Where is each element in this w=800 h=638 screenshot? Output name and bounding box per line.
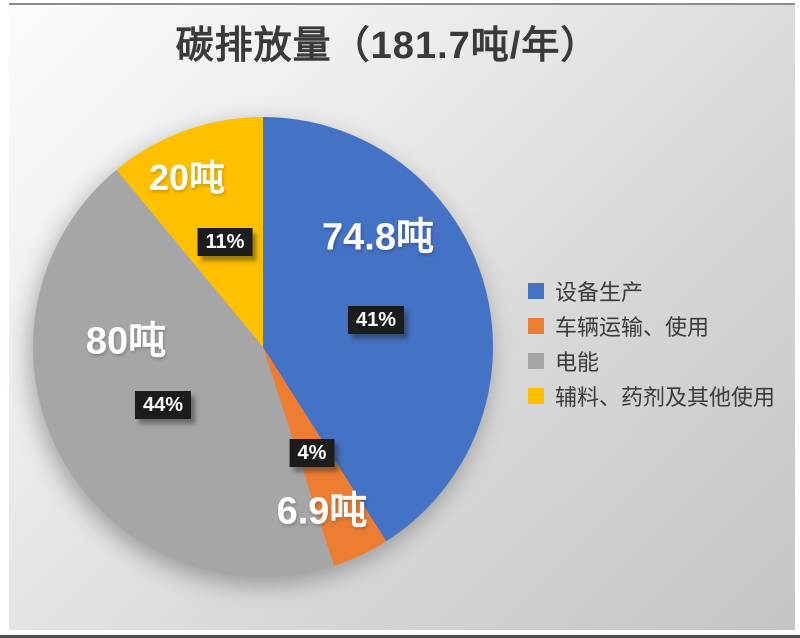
- legend-label: 电能: [555, 349, 600, 375]
- pie-chart: [33, 117, 493, 577]
- legend-label: 车辆运输、使用: [555, 314, 710, 340]
- pct-badge-electric-energy: 44%: [134, 391, 192, 419]
- legend-item-vehicle-transport: 车辆运输、使用: [528, 308, 796, 343]
- value-label-auxiliary-materials: 20吨: [148, 157, 226, 198]
- legend-label: 辅料、药剂及其他使用: [555, 384, 776, 410]
- legend-swatch-orange-icon: [528, 317, 544, 334]
- chart-title: 碳排放量（181.7吨/年）: [175, 25, 600, 67]
- legend-item-electric-energy: 电能: [528, 343, 796, 378]
- legend-label: 设备生产: [555, 279, 644, 305]
- legend-swatch-gray-icon: [528, 352, 544, 369]
- value-label-electric-energy: 80吨: [85, 320, 167, 363]
- legend: 设备生产 车辆运输、使用 电能 辅料、药剂及其他使用: [528, 273, 796, 413]
- pct-badge-equipment-production: 41%: [347, 306, 405, 334]
- legend-item-equipment-production: 设备生产: [528, 273, 796, 308]
- bottom-divider: [0, 635, 800, 638]
- legend-swatch-blue-icon: [528, 282, 544, 299]
- pct-badge-vehicle-transport: 4%: [289, 439, 335, 467]
- legend-swatch-yellow-icon: [528, 387, 544, 404]
- pct-badge-auxiliary-materials: 11%: [197, 228, 253, 256]
- legend-item-auxiliary-materials: 辅料、药剂及其他使用: [528, 378, 796, 413]
- value-label-vehicle-transport: 6.9吨: [276, 490, 368, 533]
- value-label-equipment-production: 74.8吨: [322, 216, 434, 259]
